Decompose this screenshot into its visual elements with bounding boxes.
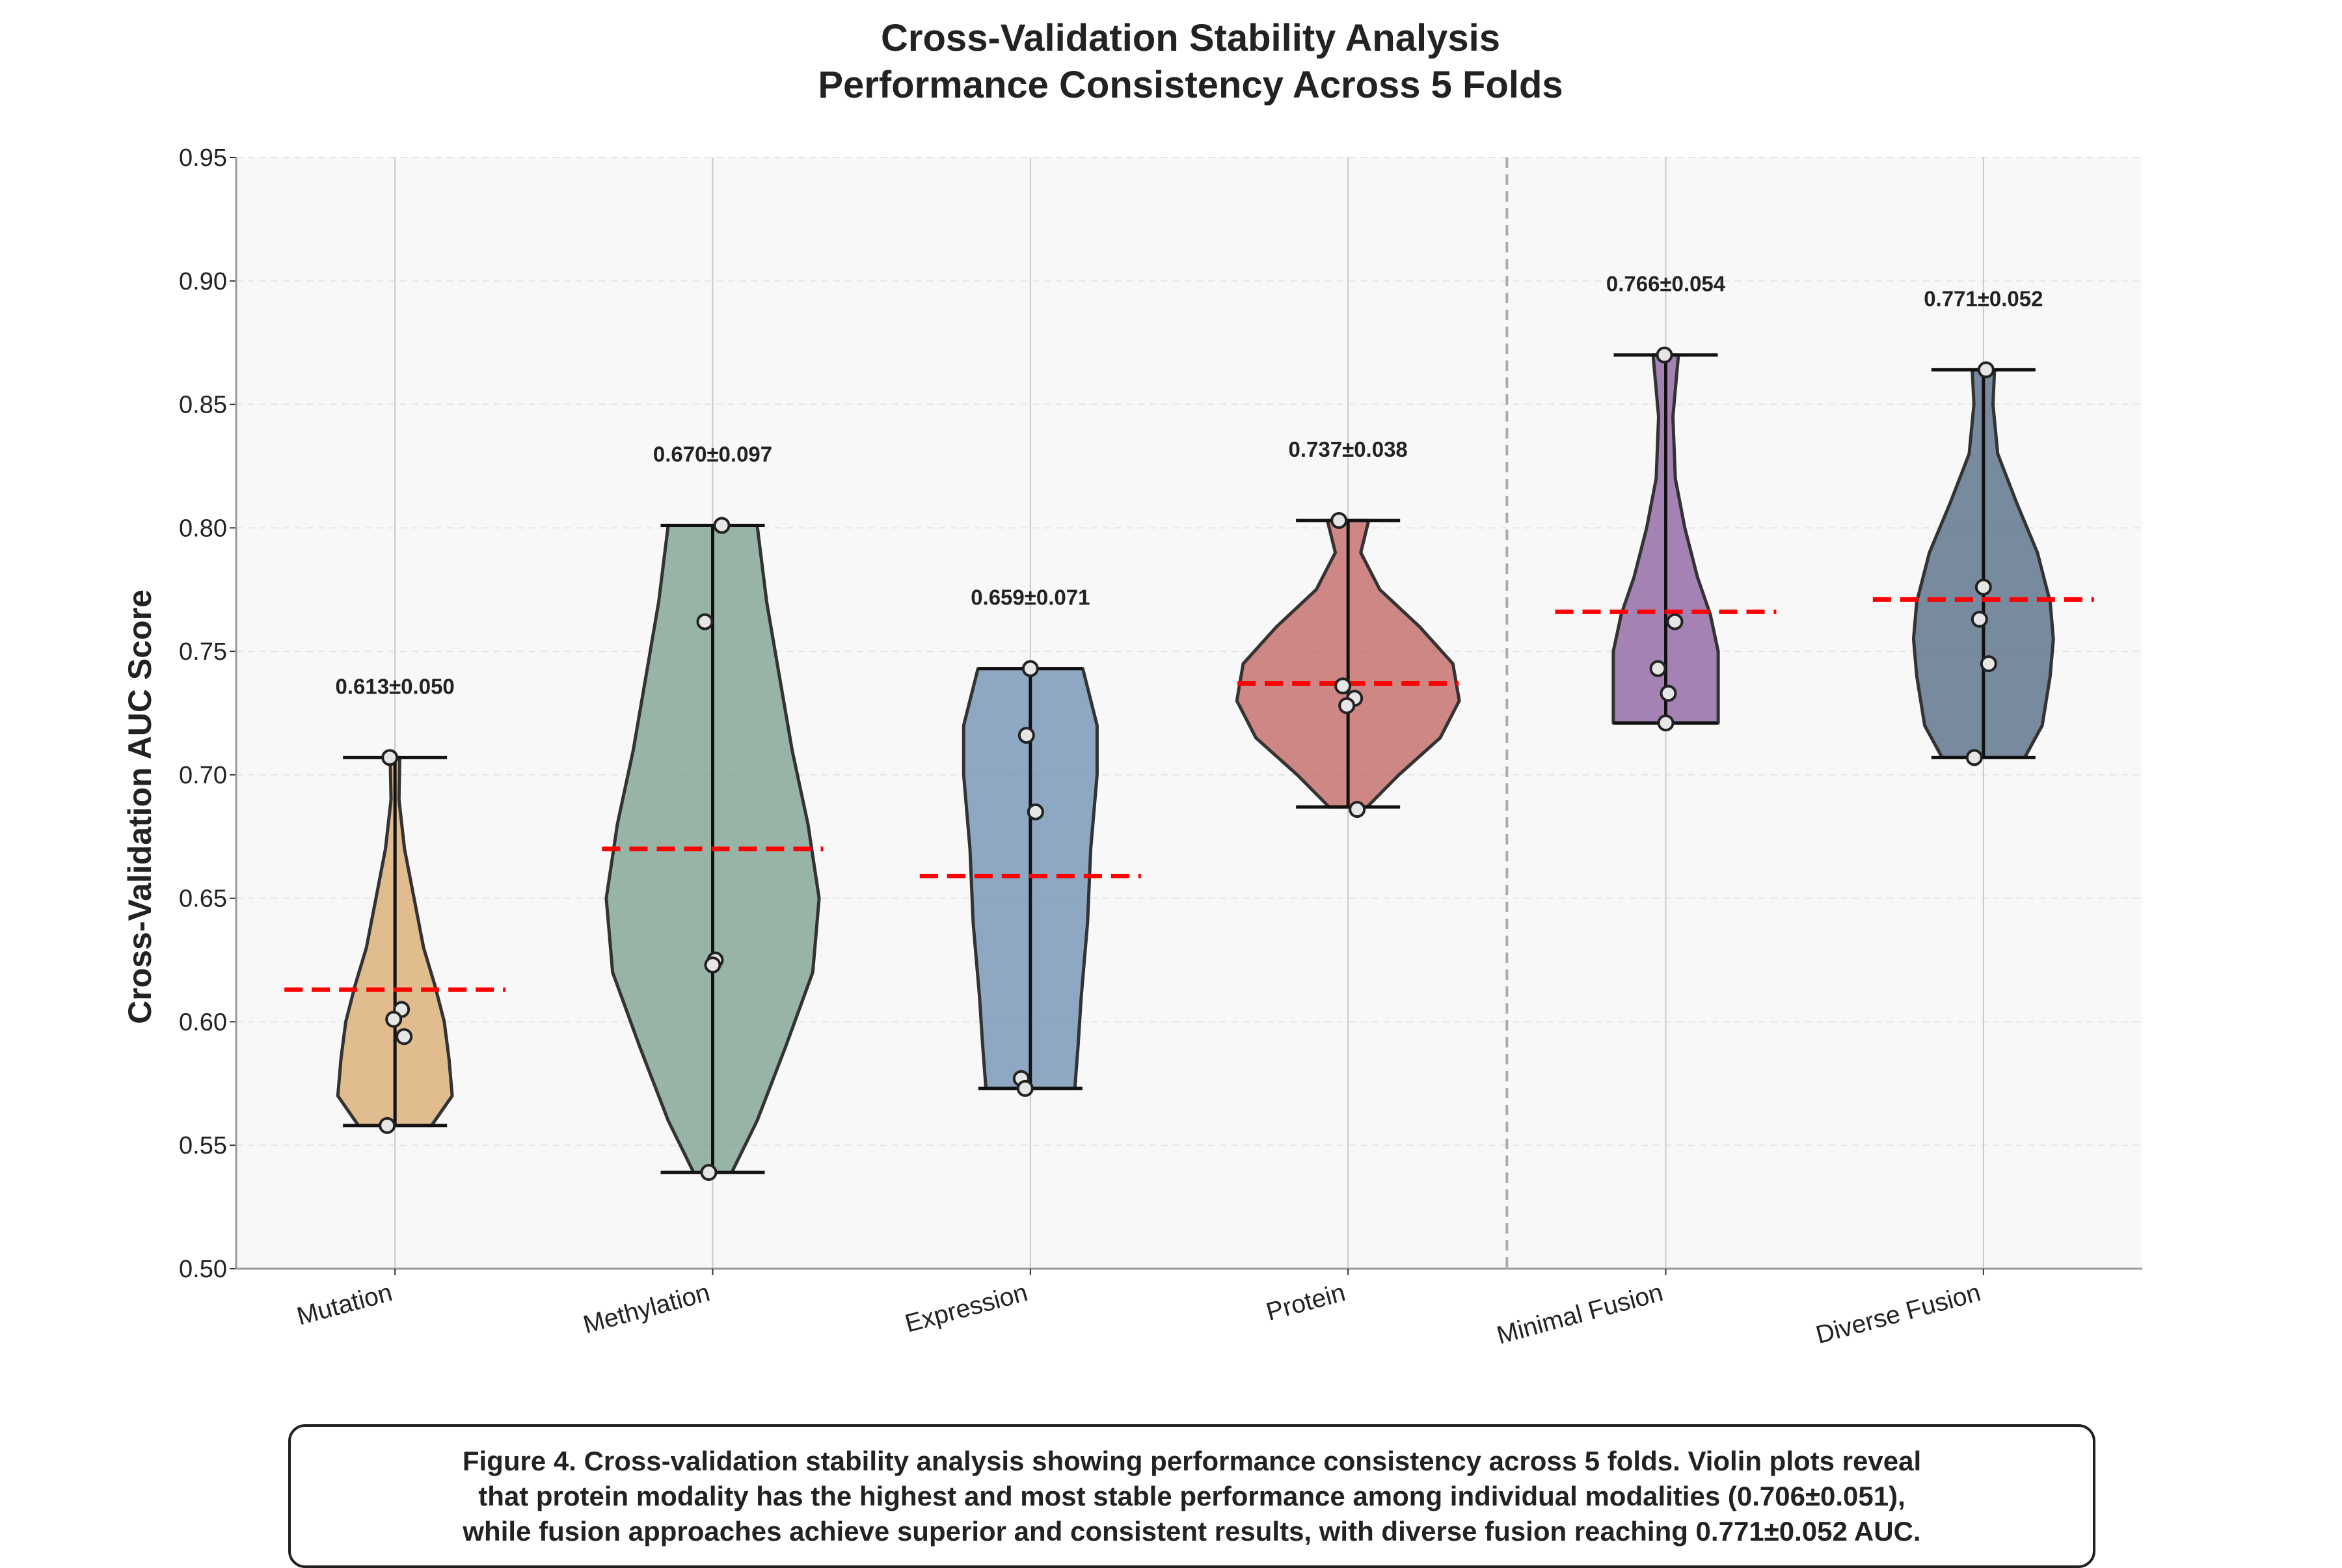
figure-caption: Figure 4. Cross-validation stability ana… xyxy=(288,1424,2095,1568)
data-point xyxy=(1021,660,1039,677)
data-point xyxy=(1971,610,1988,628)
data-point xyxy=(1027,803,1044,820)
mean-std-label: 0.670±0.097 xyxy=(653,442,772,466)
y-tick-label: 0.65 xyxy=(179,885,227,913)
data-point xyxy=(696,613,714,630)
y-axis-label: Cross-Validation AUC Score xyxy=(122,589,158,1024)
x-tick-label: Expression xyxy=(902,1278,1030,1338)
mean-std-label: 0.659±0.071 xyxy=(971,586,1090,610)
x-tick-label: Mutation xyxy=(294,1278,396,1331)
y-tick-label: 0.80 xyxy=(179,515,227,542)
data-point xyxy=(1974,578,1992,596)
data-point xyxy=(1657,714,1675,732)
caption-line-2: that protein modality has the highest an… xyxy=(478,1480,1905,1511)
y-tick-label: 0.95 xyxy=(179,144,227,172)
mean-std-label: 0.766±0.054 xyxy=(1606,272,1726,296)
mean-std-label: 0.771±0.052 xyxy=(1924,286,2043,310)
y-tick-label: 0.50 xyxy=(179,1256,227,1283)
data-point xyxy=(379,1116,396,1134)
caption-line-3: while fusion approaches achieve superior… xyxy=(463,1515,1921,1547)
y-tick-label: 0.90 xyxy=(179,268,227,295)
chart-title-line1: Cross-Validation Stability Analysis xyxy=(881,17,1500,59)
plot-area: 0.50 0.55 0.60 0.65 0.70 0.75 0.80 0.85 0.90 0.95… xyxy=(179,144,2142,1350)
data-point xyxy=(1338,697,1356,714)
chart-title-line2: Performance Consistency Across 5 Folds xyxy=(818,64,1563,106)
data-point xyxy=(1965,749,1983,766)
data-point xyxy=(700,1163,718,1181)
y-tick-label: 0.55 xyxy=(179,1132,227,1159)
y-tick-label: 0.85 xyxy=(179,392,227,419)
data-point xyxy=(1330,511,1348,529)
data-point xyxy=(1017,727,1035,744)
data-point xyxy=(381,749,399,766)
data-point xyxy=(1666,613,1684,630)
data-point xyxy=(1977,361,1995,379)
x-tick-label: Protein xyxy=(1263,1278,1348,1327)
data-point xyxy=(1649,660,1667,677)
data-point xyxy=(1656,346,1673,364)
data-point xyxy=(1980,655,1997,673)
caption-line-1: Figure 4. Cross-validation stability ana… xyxy=(462,1445,1922,1476)
x-tick-label: Diverse Fusion xyxy=(1813,1278,1984,1349)
plot-background xyxy=(236,157,2142,1269)
data-point xyxy=(385,1010,403,1028)
mean-std-label: 0.613±0.050 xyxy=(336,674,455,698)
mean-std-label: 0.737±0.038 xyxy=(1289,437,1408,461)
data-point xyxy=(396,1028,413,1046)
x-tick-label: Methylation xyxy=(580,1278,713,1339)
data-point xyxy=(1660,684,1677,702)
data-point xyxy=(1334,677,1352,695)
y-tick-label: 0.75 xyxy=(179,638,227,666)
data-point xyxy=(1349,801,1366,818)
y-tick-label: 0.70 xyxy=(179,762,227,789)
y-tick-label: 0.60 xyxy=(179,1008,227,1036)
data-point xyxy=(704,956,721,974)
data-point xyxy=(713,517,731,534)
x-tick-label: Minimal Fusion xyxy=(1494,1278,1665,1349)
data-point xyxy=(1016,1079,1034,1097)
